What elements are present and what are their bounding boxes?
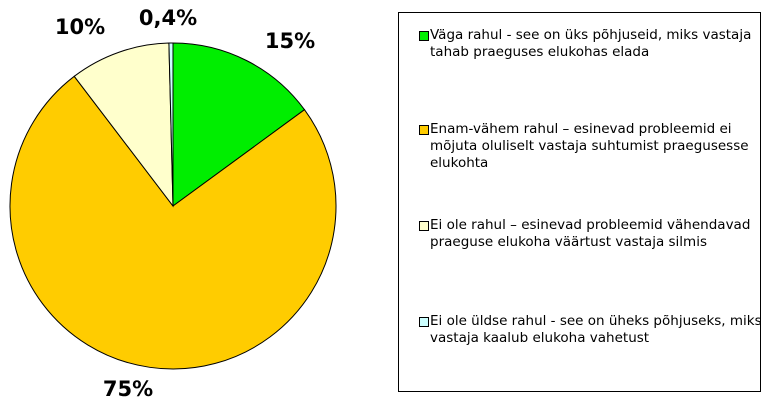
legend-swatch xyxy=(419,125,429,135)
pie-slice xyxy=(172,42,306,207)
legend: Väga rahul - see on üks põhjuseid, miks … xyxy=(398,12,763,392)
data-label: 0,4% xyxy=(139,6,197,30)
legend-label: Enam-vähem rahul – esinevad probleemid e… xyxy=(430,121,749,171)
legend-swatch xyxy=(419,221,429,231)
legend-entry: Enam-vähem rahul – esinevad probleemid e… xyxy=(419,121,763,172)
data-label: 10% xyxy=(55,15,105,39)
pie-area: 15% 75% 10% 0,4% xyxy=(9,6,337,401)
pie-slice xyxy=(168,42,174,207)
data-label: 15% xyxy=(265,29,315,53)
legend-swatch xyxy=(419,317,429,327)
data-label: 75% xyxy=(103,377,153,401)
pie-slice xyxy=(9,75,337,370)
pie-slice xyxy=(73,42,174,208)
legend-label: Ei ole üldse rahul - see on üheks põhjus… xyxy=(430,313,762,346)
legend-entry: Ei ole üldse rahul - see on üheks põhjus… xyxy=(419,313,763,347)
legend-entry: Väga rahul - see on üks põhjuseid, miks … xyxy=(419,27,763,61)
legend-label: Ei ole rahul – esinevad probleemid vähen… xyxy=(430,217,751,250)
legend-label: Väga rahul - see on üks põhjuseid, miks … xyxy=(430,27,752,60)
legend-swatch xyxy=(419,31,429,41)
legend-entry: Ei ole rahul – esinevad probleemid vähen… xyxy=(419,217,763,251)
